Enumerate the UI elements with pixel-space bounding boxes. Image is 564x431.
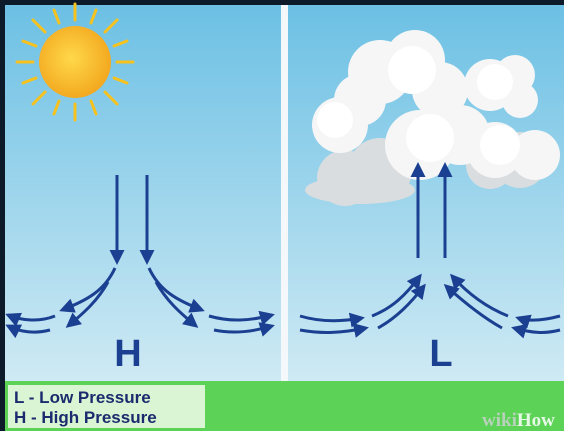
divider [281, 5, 288, 383]
low-pressure-arrows [299, 162, 561, 339]
clouds [305, 30, 560, 206]
legend-item: H - High Pressure [14, 408, 157, 427]
high-pressure-arrows [5, 175, 275, 339]
legend-box [8, 385, 205, 428]
watermark: wikiHow [482, 410, 555, 431]
panel-label: L [429, 333, 452, 375]
panel-label: H [114, 333, 141, 375]
sun [15, 2, 135, 122]
watermark-suffix: How [517, 410, 555, 431]
legend-item: L - Low Pressure [14, 388, 151, 407]
watermark-prefix: wiki [482, 410, 517, 431]
